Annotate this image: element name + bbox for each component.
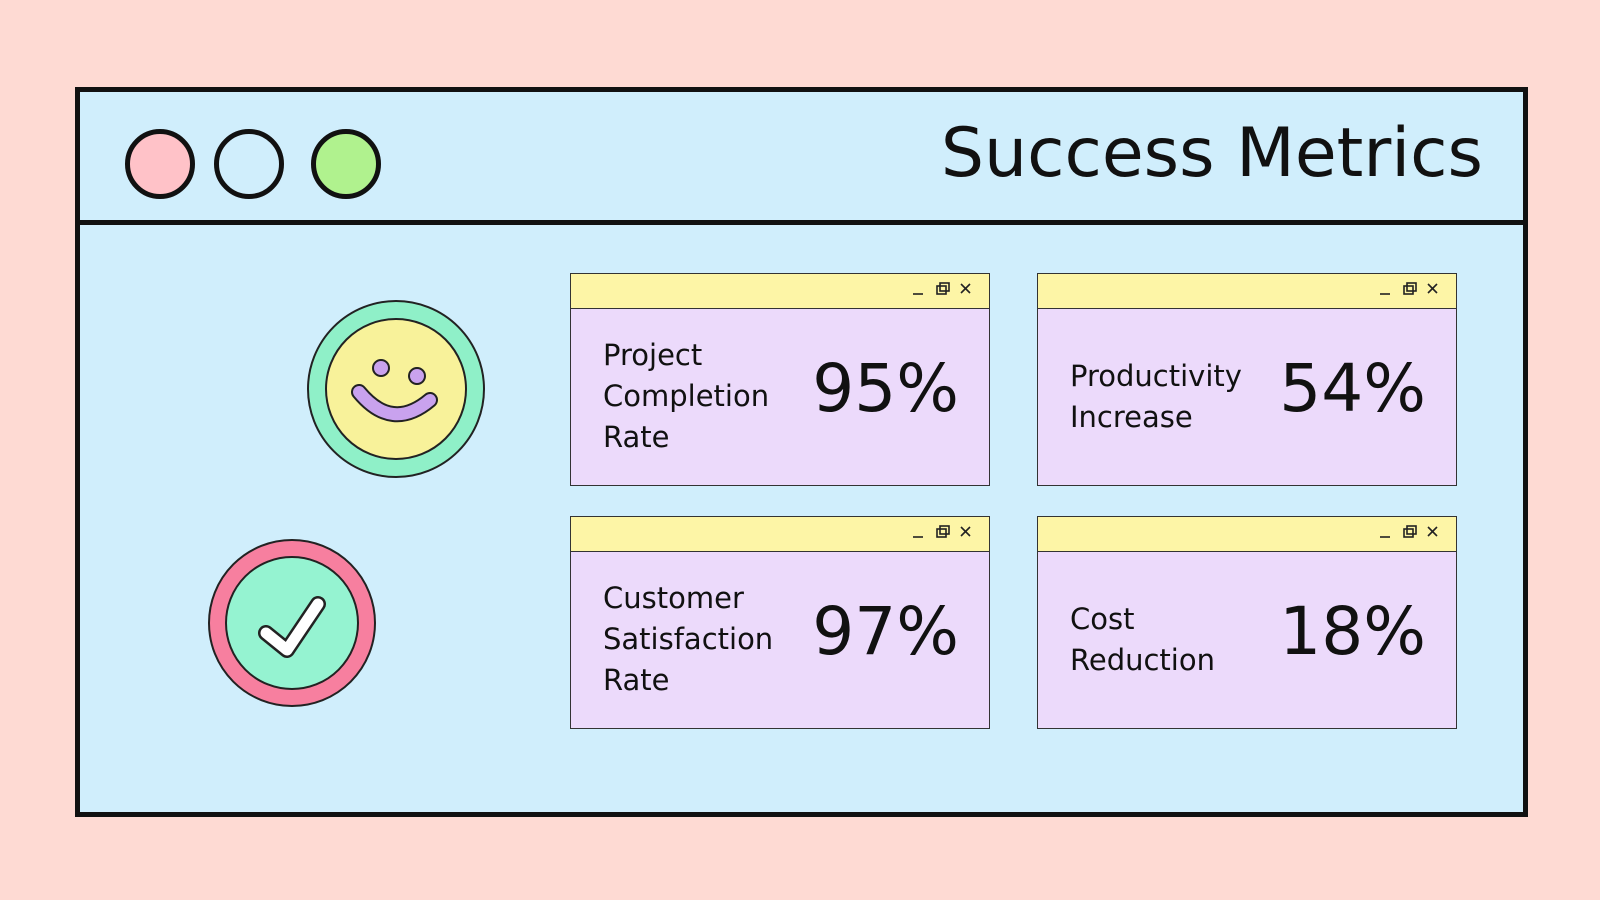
metric-label: Productivity Increase <box>1070 358 1242 434</box>
window-controls[interactable] <box>911 280 975 302</box>
control-icons[interactable] <box>911 523 975 541</box>
check-icon <box>208 539 376 707</box>
smiley-icon <box>307 300 485 478</box>
metric-value: 95% <box>812 349 959 427</box>
metric-card: Cost Reduction 18% <box>1037 516 1457 729</box>
window-controls[interactable] <box>1378 523 1442 545</box>
metric-card: Productivity Increase 54% <box>1037 273 1457 486</box>
title: Success Metrics <box>940 114 1483 193</box>
window-button[interactable] <box>125 129 195 199</box>
metric-value: 97% <box>812 592 959 670</box>
window-button[interactable] <box>311 129 381 199</box>
metric-label: Project Completion Rate <box>603 338 770 454</box>
metric-label: Customer Satisfaction Rate <box>603 581 774 697</box>
control-icons[interactable] <box>911 280 975 298</box>
card-title-bar <box>571 274 989 309</box>
card-title-bar <box>1038 274 1456 309</box>
metric-value: 54% <box>1279 349 1426 427</box>
metric-card: Customer Satisfaction Rate 97% <box>570 516 990 729</box>
card-title-bar <box>571 517 989 552</box>
metric-card: Project Completion Rate 95% <box>570 273 990 486</box>
window-controls[interactable] <box>911 523 975 545</box>
card-title-bar <box>1038 517 1456 552</box>
metric-label: Cost Reduction <box>1070 601 1215 677</box>
control-icons[interactable] <box>1378 523 1442 541</box>
control-icons[interactable] <box>1378 280 1442 298</box>
metric-value: 18% <box>1279 592 1426 670</box>
window-controls[interactable] <box>1378 280 1442 302</box>
window-button[interactable] <box>214 129 284 199</box>
title-bar: Success Metrics <box>80 92 1523 225</box>
